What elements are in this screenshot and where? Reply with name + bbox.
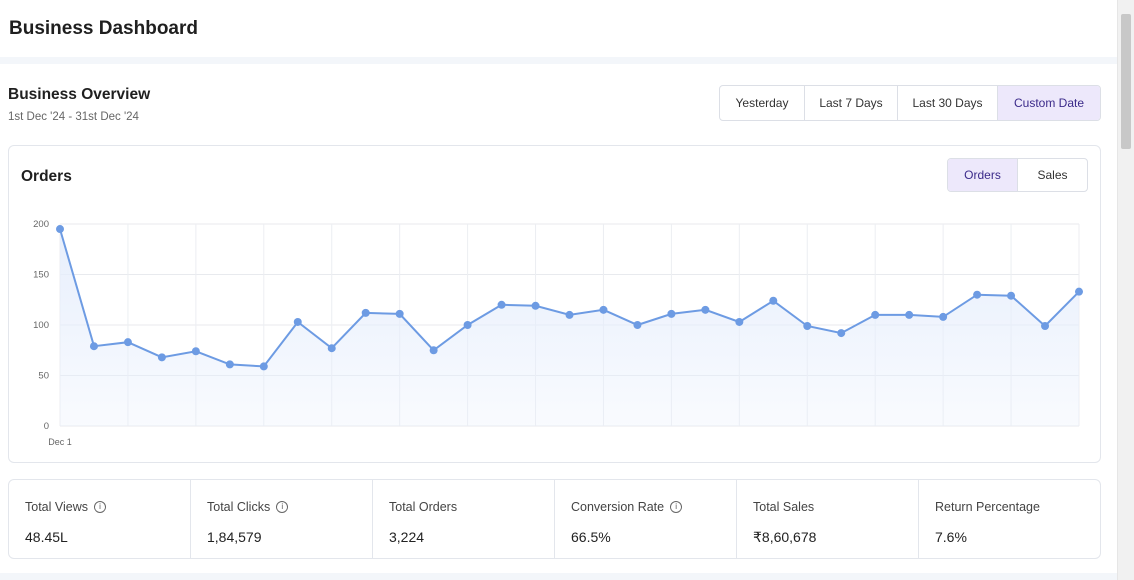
data-point (497, 300, 506, 309)
toggle-orders-button[interactable]: Orders (948, 159, 1018, 191)
data-point (701, 305, 710, 314)
stat-value: ₹8,60,678 (753, 529, 817, 545)
stat-total-clicks: Total Clicks i 1,84,579 (191, 480, 373, 558)
overview-title: Business Overview (8, 86, 151, 103)
data-point (89, 342, 98, 351)
stat-conversion-rate: Conversion Rate i 66.5% (555, 480, 737, 558)
filter-yesterday-button[interactable]: Yesterday (720, 86, 805, 120)
data-point (395, 309, 404, 318)
filter-last-7-days-button[interactable]: Last 7 Days (805, 86, 898, 120)
series-area (60, 229, 1079, 426)
info-icon[interactable]: i (94, 501, 106, 513)
data-point (191, 347, 200, 356)
stat-label: Total Orders (389, 500, 458, 514)
data-point (871, 310, 880, 319)
stat-label: Total Sales (753, 500, 815, 514)
data-point (225, 360, 234, 369)
stat-value: 3,224 (389, 529, 425, 545)
filter-custom-date-button[interactable]: Custom Date (998, 86, 1100, 120)
data-point (157, 353, 166, 362)
stat-label: Total Clicks (207, 500, 271, 514)
data-point (633, 321, 642, 329)
overview-date-range: 1st Dec '24 - 31st Dec '24 (8, 111, 139, 123)
y-tick-label: 100 (33, 320, 49, 331)
data-point (939, 312, 948, 321)
stat-label: Total Views (25, 500, 88, 514)
y-tick-label: 0 (44, 421, 49, 432)
y-tick-label: 50 (38, 371, 49, 382)
stat-value: 1,84,579 (207, 529, 262, 545)
data-point (293, 317, 302, 326)
data-point (1075, 287, 1083, 296)
info-icon[interactable]: i (276, 501, 289, 513)
data-point (429, 346, 438, 355)
date-filter-group: Yesterday Last 7 Days Last 30 Days Custo… (719, 85, 1101, 121)
page-header: Business Dashboard (0, 0, 1117, 57)
data-point (905, 310, 914, 319)
data-point (327, 344, 336, 353)
page-title: Business Dashboard (9, 18, 198, 39)
data-point (361, 308, 370, 317)
data-point (1007, 291, 1016, 300)
stat-label: Conversion Rate (571, 500, 665, 514)
x-tick-label: Dec 1 (48, 437, 72, 447)
scrollbar-thumb[interactable] (1121, 14, 1131, 149)
data-point (837, 329, 846, 338)
stats-row: Total Views i 48.45L Total Clicks i 1,84,5… (8, 479, 1101, 559)
stat-label: Return Percentage (935, 500, 1040, 514)
chart-metric-toggle: Orders Sales (947, 158, 1088, 192)
business-overview-panel: Business Overview 1st Dec '24 - 31st Dec… (0, 64, 1117, 573)
data-point (973, 290, 982, 299)
data-point (259, 362, 268, 371)
data-point (531, 301, 540, 310)
data-point (56, 225, 64, 234)
data-point (463, 321, 472, 329)
stat-total-orders: Total Orders 3,224 (373, 480, 555, 558)
stat-return-percentage: Return Percentage 7.6% (919, 480, 1100, 558)
orders-chart-card: 0 50 100 150 200 Dec 1 Orders Orders Sales (8, 145, 1101, 463)
filter-last-30-days-button[interactable]: Last 30 Days (898, 86, 998, 120)
stat-value: 7.6% (935, 529, 967, 545)
stat-total-views: Total Views i 48.45L (9, 480, 191, 558)
orders-chart: 0 50 100 150 200 Dec 1 (33, 219, 1083, 447)
y-tick-label: 150 (33, 270, 49, 281)
data-point (123, 338, 132, 347)
data-point (1041, 322, 1050, 331)
stat-value: 66.5% (571, 529, 611, 545)
chart-title: Orders (21, 168, 72, 185)
data-point (803, 322, 812, 331)
data-point (599, 305, 608, 314)
page-scrollbar[interactable] (1117, 0, 1134, 580)
y-tick-label: 200 (33, 219, 49, 230)
data-point (735, 317, 744, 326)
info-icon[interactable]: i (670, 501, 683, 513)
stat-value: 48.45L (25, 529, 68, 545)
data-point (667, 309, 676, 318)
data-point (565, 310, 574, 319)
toggle-sales-button[interactable]: Sales (1037, 168, 1068, 182)
stat-total-sales: Total Sales ₹8,60,678 (737, 480, 919, 558)
data-point (769, 296, 778, 305)
